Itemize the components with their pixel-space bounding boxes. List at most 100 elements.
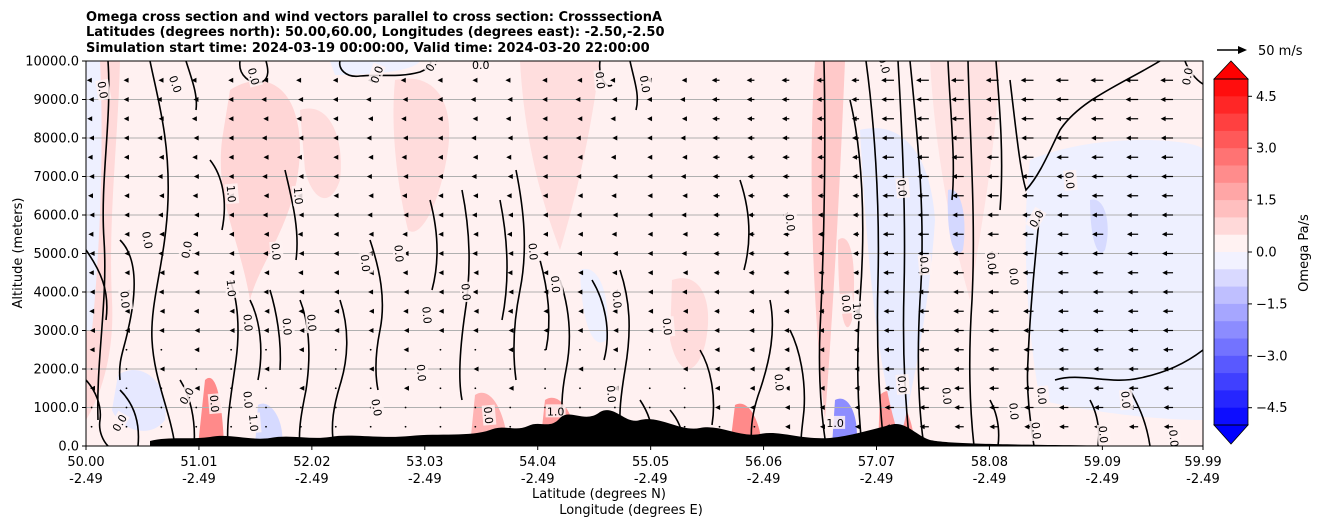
- wind-vector: [299, 328, 305, 333]
- wind-vector: [784, 405, 790, 410]
- x-axis-label-latitude: Latitude (degrees N): [532, 487, 666, 502]
- contour-label-text: 0.0: [637, 74, 653, 93]
- wind-vector: [1162, 328, 1174, 333]
- contour-label-text: 0.0: [368, 398, 384, 417]
- wind-vector: [334, 368, 337, 370]
- wind-vector: [298, 251, 304, 256]
- wind-vector: [612, 347, 618, 353]
- wind-vector: [86, 77, 92, 83]
- wind-vector: [1020, 97, 1034, 102]
- wind-vector: [1126, 174, 1139, 179]
- contour-label-bg: [366, 62, 386, 86]
- wind-vector: [1161, 174, 1174, 179]
- wind-vector: [782, 174, 790, 179]
- wind-vector: [1055, 97, 1069, 102]
- wind-vector: [954, 424, 964, 430]
- wind-vector: [334, 387, 337, 390]
- colorbar-band: [1214, 338, 1248, 357]
- wind-vector: [265, 348, 267, 351]
- wind-vector: [88, 270, 94, 276]
- contour-label: 0.0: [268, 241, 284, 263]
- wind-vector: [714, 308, 720, 314]
- wind-vector: [1022, 270, 1034, 276]
- wind-vector: [403, 347, 409, 353]
- colorbar-band: [1214, 130, 1248, 149]
- wind-vector: [953, 366, 964, 372]
- contour-label-text: 0.0: [419, 306, 433, 325]
- contour-line: [1026, 209, 1041, 446]
- wind-vector: [194, 385, 200, 391]
- wind-vector: [1091, 174, 1104, 179]
- wind-vector: [123, 154, 129, 160]
- wind-vector: [782, 193, 790, 199]
- contour-label-text: 1.0: [246, 414, 260, 433]
- wind-vector: [507, 231, 513, 237]
- wind-vector: [472, 289, 478, 295]
- contour-label-bg: [1119, 389, 1134, 411]
- wind-vector: [884, 405, 894, 410]
- wind-vector: [473, 328, 479, 333]
- contour-label: 0.0: [1118, 389, 1134, 411]
- wind-vector: [368, 328, 374, 333]
- wind-vector: [298, 347, 304, 353]
- contour-line: [459, 189, 470, 401]
- wind-vector: [263, 193, 269, 199]
- contour-label: 0.0: [1166, 427, 1182, 446]
- y-tick-label: 1000.0: [34, 401, 80, 416]
- wind-vector: [261, 97, 267, 102]
- contour-label-bg: [1178, 65, 1195, 88]
- contour-label: 0.0: [839, 292, 855, 315]
- wind-vector: [681, 251, 687, 256]
- contour-label-text: 0.0: [875, 55, 892, 75]
- wind-vector: [1163, 405, 1174, 410]
- omega-negative-patch: [947, 189, 965, 254]
- contour-label-bg: [178, 238, 195, 261]
- wind-vector: [682, 193, 688, 199]
- wind-vector: [680, 97, 686, 102]
- wind-vector: [747, 154, 755, 160]
- wind-vector: [367, 212, 373, 218]
- contour-label-bg: [917, 254, 933, 276]
- wind-vector: [576, 251, 582, 256]
- wind-vector: [954, 385, 964, 391]
- wind-vector: [987, 231, 999, 237]
- contour-label-text: 0.0: [117, 290, 131, 309]
- wind-vector: [300, 368, 302, 370]
- wind-vector: [647, 270, 653, 276]
- wind-vector: [916, 97, 929, 102]
- wind-vector: [713, 270, 720, 276]
- contour-line: [226, 279, 239, 446]
- omega-positive-patch: [670, 278, 709, 369]
- wind-vector: [88, 97, 94, 102]
- wind-vector: [753, 425, 756, 428]
- contour-label-text: 0.0: [304, 314, 318, 333]
- wind-vector: [368, 308, 374, 314]
- wind-vector: [158, 77, 164, 83]
- contour-label-bg: [850, 300, 866, 322]
- wind-vector: [507, 270, 513, 276]
- colorbar-tick-label: −1.5: [1256, 297, 1288, 312]
- wind-vector: [988, 308, 999, 314]
- colorbar-tick-label: −4.5: [1256, 401, 1288, 416]
- contour-label: 0.0: [894, 373, 911, 395]
- contour-label-bg: [291, 185, 307, 207]
- wind-vector: [1162, 308, 1174, 314]
- wind-vector: [195, 425, 198, 428]
- x-tick-label-lat: 50.00: [67, 455, 104, 470]
- contour-label: 0.0: [609, 289, 625, 311]
- wind-vector: [123, 135, 129, 141]
- wind-vector: [333, 231, 339, 237]
- wind-vector: [1161, 231, 1174, 237]
- wind-vector: [881, 97, 894, 102]
- x-tick-label-lat: 56.06: [745, 455, 782, 470]
- omega-negative-patch: [1090, 199, 1108, 253]
- contour-label: 0.0: [1178, 65, 1196, 88]
- wind-vector: [882, 212, 894, 218]
- colorbar-band: [1214, 390, 1248, 409]
- wind-vector: [471, 135, 477, 141]
- wind-vector: [368, 154, 374, 160]
- contour-label-bg: [241, 389, 256, 411]
- contour-line: [995, 61, 1003, 211]
- contour-label-text: 0.0: [1006, 402, 1020, 421]
- wind-vector: [883, 289, 894, 295]
